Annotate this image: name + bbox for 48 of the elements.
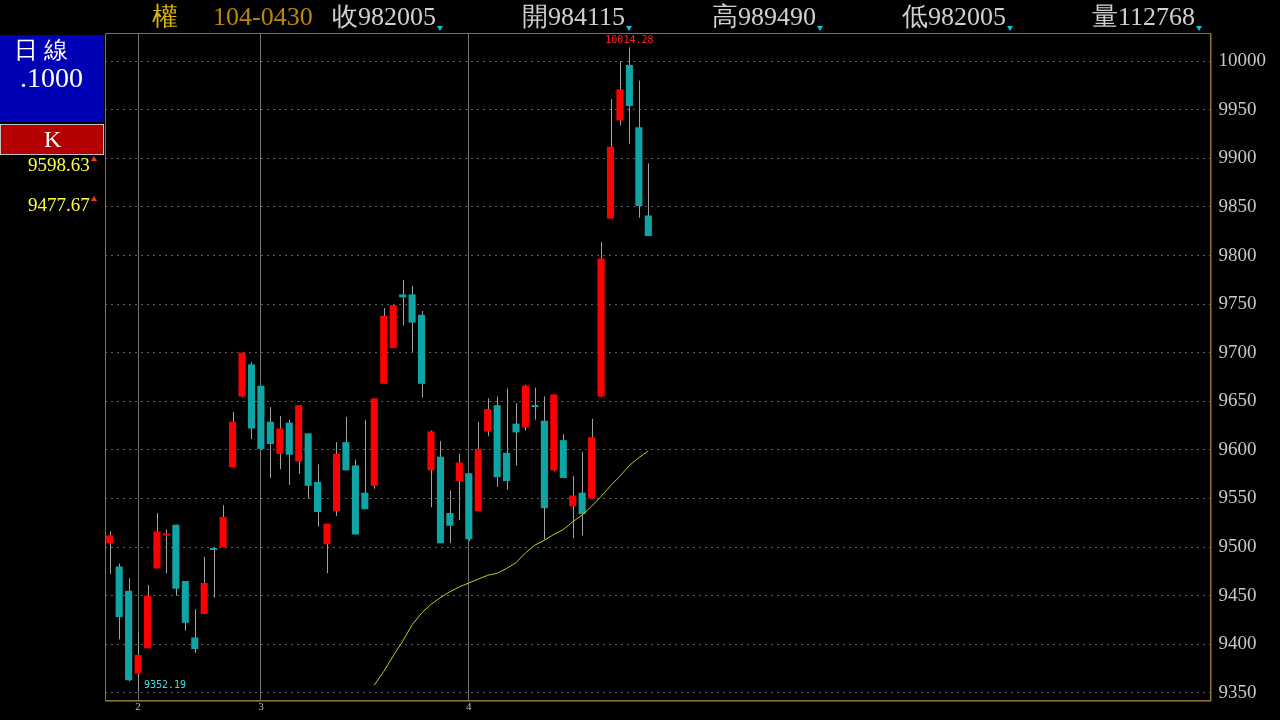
y-tick-label: 9950 xyxy=(1218,97,1257,119)
y-tick-label: 9850 xyxy=(1218,194,1257,216)
x-tick-label: 4 xyxy=(466,700,473,713)
annotation: 9352.19 xyxy=(144,679,187,690)
text: 9598.63 xyxy=(28,154,90,175)
text: 收982005 xyxy=(332,2,436,31)
candlestick xyxy=(569,475,577,539)
candlestick xyxy=(323,523,331,574)
candlestick xyxy=(134,631,142,692)
candlestick xyxy=(446,490,454,544)
candlestick xyxy=(399,279,407,326)
text: 開984115 xyxy=(522,2,626,31)
candlestick xyxy=(531,387,539,421)
text: 日 線 xyxy=(14,37,68,63)
y-tick-label: 9450 xyxy=(1218,583,1257,605)
chart-subtitle: 104-0430 xyxy=(213,2,313,31)
y-tick-label: 9650 xyxy=(1218,389,1257,411)
y-tick-label: 9600 xyxy=(1218,437,1257,459)
candlestick xyxy=(455,453,463,521)
candlestick xyxy=(210,546,218,599)
y-tick-label: 9550 xyxy=(1218,486,1257,508)
y-tick-label: 9400 xyxy=(1218,632,1257,654)
candlestick xyxy=(578,451,586,536)
y-tick-label: 9500 xyxy=(1218,535,1257,557)
candlestick xyxy=(191,608,199,654)
y-tick-label: 9750 xyxy=(1218,292,1257,314)
chart-title: 權 xyxy=(152,2,178,31)
candlestick xyxy=(162,529,170,574)
text: K xyxy=(44,126,62,152)
text: 9477.67 xyxy=(28,194,90,215)
y-tick-label: 9800 xyxy=(1218,243,1257,265)
text: .1000 xyxy=(20,62,83,93)
candlestick xyxy=(644,162,652,237)
y-tick-label: 10000 xyxy=(1218,49,1266,71)
candlestick xyxy=(484,397,492,437)
text: 量112768 xyxy=(1092,2,1196,31)
x-tick-label: 3 xyxy=(258,700,265,713)
candlestick xyxy=(106,531,114,575)
candlestick xyxy=(266,406,274,479)
candlestick xyxy=(512,402,520,466)
y-tick-label: 9350 xyxy=(1218,680,1257,702)
candlestick xyxy=(361,419,369,510)
y-tick-label: 9700 xyxy=(1218,340,1257,362)
text: 低982005 xyxy=(902,2,1006,31)
annotation: 10014.28 xyxy=(605,33,654,45)
x-tick-label: 2 xyxy=(135,700,141,713)
text: 高989490 xyxy=(712,2,816,31)
y-tick-label: 9900 xyxy=(1218,146,1257,168)
